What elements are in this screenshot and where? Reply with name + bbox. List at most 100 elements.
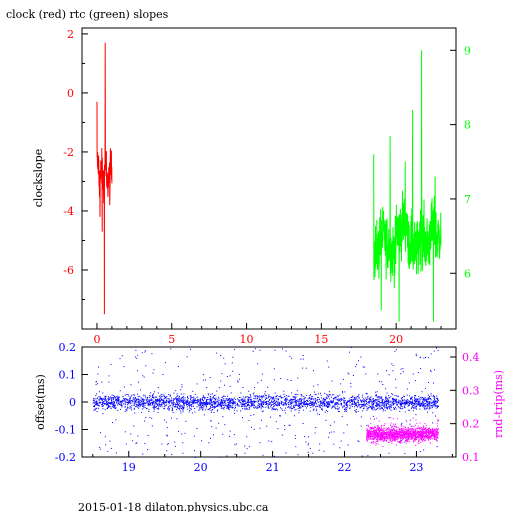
offset-point bbox=[415, 380, 417, 382]
rnd-trip-point bbox=[382, 434, 383, 436]
offset-point bbox=[105, 401, 107, 403]
rnd-trip-point bbox=[406, 433, 408, 435]
rnd-trip-point bbox=[413, 433, 415, 435]
offset-point bbox=[119, 401, 121, 403]
rnd-trip-point bbox=[434, 439, 435, 440]
offset-point bbox=[189, 406, 190, 408]
offset-point bbox=[125, 409, 127, 411]
offset-point bbox=[111, 401, 113, 403]
rnd-trip-point bbox=[425, 437, 427, 439]
offset-point bbox=[250, 405, 252, 406]
offset-point bbox=[133, 404, 135, 406]
rnd-trip-point bbox=[419, 426, 421, 428]
offset-point bbox=[274, 455, 275, 457]
offset-point bbox=[255, 406, 256, 408]
rnd-trip-point bbox=[366, 431, 368, 433]
rnd-trip-point bbox=[413, 426, 415, 428]
offset-point bbox=[232, 406, 234, 408]
offset-point bbox=[152, 401, 153, 403]
offset-point bbox=[175, 397, 177, 399]
offset-point bbox=[346, 407, 348, 409]
offset-point bbox=[121, 405, 123, 407]
offset-point bbox=[311, 404, 313, 406]
offset-point bbox=[372, 407, 374, 409]
offset-point bbox=[168, 408, 170, 410]
offset-point bbox=[223, 401, 225, 403]
rnd-trip-point bbox=[423, 432, 425, 434]
rnd-trip-point bbox=[382, 435, 384, 436]
offset-point bbox=[93, 400, 95, 402]
offset-point bbox=[141, 411, 143, 413]
offset-point bbox=[288, 401, 290, 403]
offset-point bbox=[168, 398, 170, 400]
offset-point bbox=[189, 410, 191, 411]
rnd-trip-point bbox=[373, 439, 375, 441]
offset-point bbox=[209, 377, 211, 378]
rnd-trip-point bbox=[389, 433, 391, 435]
offset-point bbox=[374, 400, 376, 402]
offset-point bbox=[273, 405, 275, 407]
offset-point bbox=[121, 404, 122, 406]
offset-point bbox=[255, 395, 257, 397]
offset-point bbox=[393, 408, 395, 410]
offset-point bbox=[372, 401, 374, 403]
offset-point bbox=[425, 398, 427, 400]
offset-point bbox=[399, 410, 401, 412]
offset-point bbox=[276, 395, 278, 396]
offset-point bbox=[193, 400, 195, 402]
offset-point bbox=[435, 402, 436, 404]
rnd-trip-point bbox=[388, 434, 390, 436]
offset-point bbox=[274, 349, 276, 351]
offset-point bbox=[434, 403, 435, 405]
rnd-trip-point bbox=[435, 435, 436, 437]
offset-point bbox=[112, 397, 114, 399]
offset-point bbox=[254, 405, 255, 406]
offset-point bbox=[425, 387, 426, 389]
offset-point bbox=[244, 397, 246, 398]
offset-point bbox=[203, 405, 205, 407]
offset-point bbox=[227, 403, 229, 405]
offset-point bbox=[181, 386, 183, 388]
offset-point bbox=[412, 404, 414, 406]
offset-point bbox=[419, 399, 421, 401]
offset-point bbox=[286, 400, 288, 402]
offset-point bbox=[117, 404, 119, 406]
rnd-trip-point bbox=[412, 417, 414, 419]
offset-point bbox=[116, 399, 118, 401]
offset-point bbox=[270, 406, 272, 408]
rnd-trip-point bbox=[383, 433, 385, 435]
rnd-trip-point bbox=[402, 434, 404, 436]
offset-point bbox=[160, 404, 162, 406]
offset-point bbox=[223, 395, 225, 397]
offset-point bbox=[95, 408, 97, 409]
offset-point bbox=[392, 365, 394, 367]
rnd-trip-point bbox=[401, 442, 403, 444]
rnd-trip-point bbox=[422, 432, 424, 434]
offset-point bbox=[386, 392, 388, 394]
offset-point bbox=[370, 396, 372, 398]
top-y-tick-label: 0 bbox=[67, 87, 74, 100]
offset-point bbox=[424, 399, 426, 401]
rnd-trip-point bbox=[419, 422, 421, 424]
rnd-trip-point bbox=[409, 428, 410, 430]
rnd-trip-point bbox=[376, 430, 378, 431]
offset-point bbox=[382, 408, 384, 410]
rnd-trip-point bbox=[410, 428, 412, 430]
offset-point bbox=[294, 396, 296, 398]
rnd-trip-point bbox=[391, 430, 393, 432]
offset-point bbox=[135, 406, 137, 407]
offset-point bbox=[250, 414, 252, 416]
offset-point bbox=[386, 402, 388, 404]
offset-point bbox=[355, 398, 357, 400]
offset-point bbox=[101, 381, 103, 383]
offset-point bbox=[150, 392, 152, 394]
offset-point bbox=[357, 401, 359, 403]
offset-point bbox=[165, 396, 167, 398]
rnd-trip-point bbox=[387, 436, 389, 438]
offset-point bbox=[263, 400, 265, 402]
offset-point bbox=[227, 406, 229, 408]
rnd-trip-point bbox=[434, 433, 436, 435]
rnd-trip-point bbox=[434, 436, 436, 438]
offset-point bbox=[290, 410, 292, 412]
rnd-trip-point bbox=[417, 432, 419, 434]
